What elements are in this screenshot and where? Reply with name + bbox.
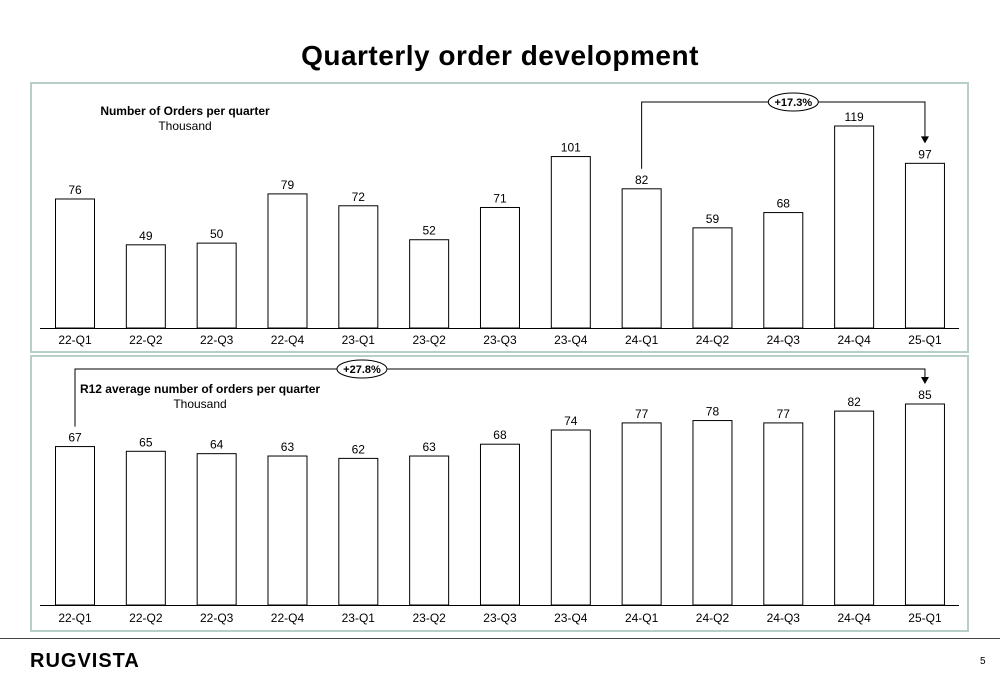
growth-bracket-r12 — [74, 368, 926, 427]
data-label-r12-25-Q1: 85 — [918, 388, 932, 402]
data-label-orders-24-Q3: 68 — [777, 197, 791, 211]
data-label-orders-23-Q2: 52 — [422, 224, 436, 238]
data-label-orders-23-Q4: 101 — [561, 141, 581, 155]
tick-label-r12-24-Q3: 24-Q3 — [767, 611, 801, 625]
bar-r12-25-Q1 — [904, 403, 945, 606]
data-label-r12-24-Q2: 78 — [706, 405, 720, 419]
tick-label-r12-22-Q3: 22-Q3 — [200, 611, 234, 625]
tick-label-r12-24-Q4: 24-Q4 — [837, 611, 871, 625]
tick-label-orders-22-Q1: 22-Q1 — [58, 333, 92, 347]
bar-r12-22-Q1 — [55, 446, 95, 606]
tick-label-orders-23-Q4: 23-Q4 — [554, 333, 588, 347]
bar-r12-24-Q4 — [834, 410, 875, 606]
chart-title-r12-text: R12 average number of orders per quarter — [79, 382, 321, 396]
bar-orders-22-Q2 — [125, 244, 166, 329]
data-label-r12-22-Q2: 65 — [139, 435, 153, 449]
bar-r12-23-Q4 — [550, 429, 591, 606]
bar-orders-22-Q1 — [55, 198, 95, 329]
data-label-r12-24-Q1: 77 — [635, 407, 649, 421]
data-label-orders-22-Q2: 49 — [139, 229, 153, 243]
footer-divider — [0, 638, 1000, 639]
bar-r12-24-Q2 — [692, 420, 733, 606]
tick-label-r12-22-Q1: 22-Q1 — [58, 611, 92, 625]
chart-panel-orders — [30, 82, 969, 353]
rugvista-logo: RUGVISTA — [30, 650, 140, 672]
tick-label-r12-23-Q2: 23-Q2 — [412, 611, 446, 625]
tick-label-r12-23-Q1: 23-Q1 — [342, 611, 376, 625]
chart-panel-r12 — [30, 355, 969, 632]
data-label-r12-24-Q4: 82 — [847, 395, 861, 409]
data-label-r12-23-Q4: 74 — [564, 414, 578, 428]
bar-orders-24-Q2 — [692, 227, 733, 329]
chart-title-orders-text: Number of Orders per quarter — [100, 104, 270, 118]
bar-orders-23-Q3 — [479, 206, 520, 329]
growth-badge-orders — [767, 92, 819, 112]
data-label-orders-25-Q1: 97 — [918, 147, 932, 161]
data-label-orders-23-Q3: 71 — [493, 191, 507, 205]
data-label-orders-22-Q1: 76 — [68, 183, 82, 197]
bar-r12-23-Q3 — [479, 443, 520, 606]
bar-charts: 76 22-Q1 49 22-Q2 50 22-Q3 79 22-Q4 72 23-Q1 52 23-… — [40, 92, 959, 625]
tick-label-r12-22-Q4: 22-Q4 — [271, 611, 305, 625]
page-title: Quarterly order development — [301, 40, 699, 71]
data-label-r12-22-Q1: 67 — [68, 431, 82, 445]
tick-label-r12-25-Q1: 25-Q1 — [908, 611, 942, 625]
data-label-r12-23-Q3: 68 — [493, 428, 507, 442]
data-label-r12-24-Q3: 77 — [777, 407, 791, 421]
bar-r12-24-Q3 — [763, 422, 804, 606]
tick-label-r12-24-Q1: 24-Q1 — [625, 611, 659, 625]
growth-badge-r12 — [336, 359, 388, 379]
bar-orders-23-Q1 — [338, 205, 379, 329]
page-number: 5 — [980, 656, 986, 667]
bar-r12-23-Q2 — [409, 455, 450, 606]
bar-orders-23-Q4 — [550, 156, 591, 329]
tick-label-orders-23-Q2: 23-Q2 — [412, 333, 446, 347]
tick-label-r12-24-Q2: 24-Q2 — [696, 611, 730, 625]
bar-orders-25-Q1 — [904, 162, 945, 329]
bar-orders-23-Q2 — [409, 239, 450, 329]
bar-orders-22-Q4 — [267, 193, 308, 329]
chart-title-orders: Number of Orders per quarter Thousand — [95, 104, 275, 134]
data-label-r12-22-Q3: 64 — [210, 438, 224, 452]
tick-label-r12-23-Q4: 23-Q4 — [554, 611, 588, 625]
data-label-orders-24-Q4: 119 — [845, 110, 864, 124]
growth-bracket-orders — [641, 101, 926, 169]
chart-title-r12: R12 average number of orders per quarter… — [70, 382, 330, 412]
bar-orders-22-Q3 — [196, 242, 237, 329]
tick-label-r12-23-Q3: 23-Q3 — [483, 611, 517, 625]
bar-r12-24-Q1 — [621, 422, 662, 606]
data-label-orders-22-Q4: 79 — [281, 178, 295, 192]
bar-orders-24-Q1 — [621, 188, 662, 329]
bar-orders-24-Q4 — [834, 125, 875, 329]
tick-label-orders-24-Q1: 24-Q1 — [625, 333, 659, 347]
arrowhead-r12 — [920, 377, 929, 384]
data-label-orders-23-Q1: 72 — [352, 190, 366, 204]
tick-label-orders-24-Q4: 24-Q4 — [837, 333, 871, 347]
data-label-orders-22-Q3: 50 — [210, 227, 224, 241]
tick-label-orders-24-Q2: 24-Q2 — [696, 333, 730, 347]
tick-label-orders-23-Q1: 23-Q1 — [342, 333, 376, 347]
tick-label-orders-24-Q3: 24-Q3 — [767, 333, 801, 347]
chart-subtitle-r12: Thousand — [173, 397, 227, 411]
data-label-r12-22-Q4: 63 — [281, 440, 295, 454]
tick-label-orders-22-Q2: 22-Q2 — [129, 333, 163, 347]
tick-label-orders-22-Q3: 22-Q3 — [200, 333, 234, 347]
tick-label-r12-22-Q2: 22-Q2 — [129, 611, 163, 625]
tick-label-orders-23-Q3: 23-Q3 — [483, 333, 517, 347]
data-label-orders-24-Q2: 59 — [706, 212, 720, 226]
bar-r12-22-Q4 — [267, 455, 308, 606]
data-label-orders-24-Q1: 82 — [635, 173, 649, 187]
tick-label-orders-25-Q1: 25-Q1 — [908, 333, 942, 347]
growth-label-orders: +17.3% — [774, 97, 812, 109]
bar-r12-22-Q2 — [125, 450, 166, 606]
data-label-r12-23-Q2: 63 — [422, 440, 436, 454]
arrowhead-orders — [920, 136, 929, 144]
tick-label-orders-22-Q4: 22-Q4 — [271, 333, 305, 347]
data-label-r12-23-Q1: 62 — [352, 442, 366, 456]
growth-label-r12: +27.8% — [343, 364, 381, 376]
bar-r12-22-Q3 — [196, 453, 237, 606]
bar-r12-23-Q1 — [338, 457, 379, 606]
chart-subtitle-orders: Thousand — [158, 119, 212, 133]
bar-orders-24-Q3 — [763, 212, 804, 329]
